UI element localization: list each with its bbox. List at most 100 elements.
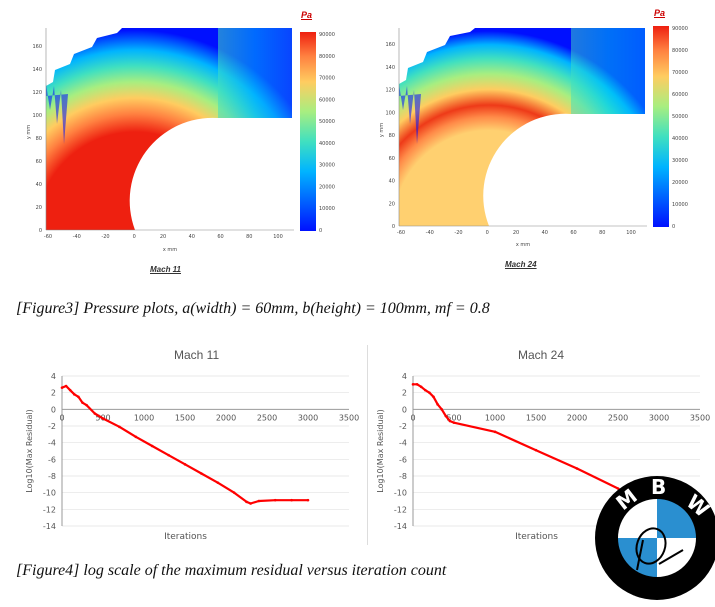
colorbar-tick-label: 0	[319, 228, 322, 234]
data-point	[245, 500, 248, 504]
colorbar-tick-label: 10000	[319, 206, 335, 212]
colorbar-tick-label: 20000	[672, 180, 688, 186]
colorbar-ticks-mach11: 0 10000 20000 30000 40000 50000 60000 70000 8000…	[319, 32, 335, 234]
chart-title-mach24: Mach 24	[518, 348, 565, 362]
data-point	[257, 499, 261, 503]
colorbar-tick-label: 20000	[319, 184, 335, 190]
chart-divider	[367, 345, 368, 545]
data-point	[290, 498, 293, 502]
x-tick-label: -20	[101, 234, 109, 240]
y-axis-label: Log10(Max Residual)	[25, 409, 34, 493]
y-tick-label: 4	[402, 372, 407, 381]
colorbar-tick-label: 50000	[319, 119, 335, 125]
colorbar-tick-label: 0	[672, 224, 675, 230]
y-tick-label: 20	[36, 205, 42, 211]
data-point	[616, 487, 620, 490]
figure3-caption: [Figure3] Pressure plots, a(width) = 60m…	[16, 300, 490, 317]
y-tick-label: 160	[32, 44, 42, 50]
data-point	[424, 388, 427, 392]
data-point	[77, 395, 80, 399]
y-tick-label: -12	[43, 505, 56, 514]
data-point	[306, 498, 310, 502]
y-axis-label-mach24: y mm	[379, 123, 385, 137]
data-point	[200, 472, 203, 475]
data-point	[432, 395, 435, 399]
y-tick-label: 60	[36, 159, 42, 165]
colorbar-tick-label: 80000	[319, 54, 335, 60]
y-tick-label: -4	[399, 439, 407, 448]
y-tick-label: 140	[385, 65, 395, 71]
figure4-caption: [Figure4] log scale of the maximum resid…	[16, 562, 447, 579]
x-tick-label: 1000	[485, 413, 505, 422]
chart-svg-mach24: 420-2-4-6-8-10-12-140 500 1000 1500 2000 2500…	[376, 372, 710, 542]
colorbar-tick-label: 40000	[319, 141, 335, 147]
data-point	[134, 435, 138, 439]
y-tick-label: 160	[385, 42, 395, 48]
x-tick-label: 0	[59, 413, 64, 422]
x-tick-label: 0	[410, 413, 415, 422]
data-point	[167, 453, 170, 457]
data-point	[183, 463, 187, 466]
colorbar-tick-label: 30000	[672, 158, 688, 164]
x-tick-label: 60	[217, 234, 223, 240]
data-point	[440, 408, 443, 411]
contour-svg-mach24: -60 -40 -20 0 20 40 60 80 100 0 20 40 60 80 100 120 140…	[379, 26, 688, 248]
colorbar-tick-label: 90000	[672, 26, 688, 32]
data-point	[150, 444, 154, 448]
colorbar-tick-label: 80000	[672, 48, 688, 54]
plot-label-mach24: Mach 24	[505, 260, 537, 269]
x-tick-label: 100	[273, 234, 283, 240]
x-tick-label: 3000	[649, 413, 669, 422]
x-tick-label: 80	[599, 230, 605, 236]
y-tick-label: -12	[394, 505, 407, 514]
x-tick-label: -60	[397, 230, 405, 236]
x-tick-label: 100	[626, 230, 636, 236]
data-point	[85, 403, 88, 407]
y-tick-label: -14	[43, 522, 56, 531]
y-tick-label: -14	[394, 522, 407, 531]
x-tick-label: 1000	[134, 413, 154, 422]
x-tick-label: 0	[133, 234, 136, 240]
x-tick-label: 3500	[690, 413, 710, 422]
x-tick-label: 2500	[257, 413, 277, 422]
y-tick-label: -6	[399, 455, 407, 464]
data-point	[419, 385, 423, 389]
colorbar-tick-label: 50000	[672, 114, 688, 120]
data-point	[415, 383, 419, 386]
x-axis-label-mach11: x mm	[163, 247, 177, 253]
mbw-logo: M B W	[593, 474, 715, 602]
y-tick-label: 0	[392, 224, 395, 230]
pressure-plot-mach24: -60 -40 -20 0 20 40 60 80 100 0 20 40 60 80 100 120 140…	[375, 8, 705, 274]
contour-svg-mach11: -60 -40 -20 0 20 40 60 80 100 0 20 40 60 80 100 120 140…	[26, 28, 335, 253]
x-tick-label: 2500	[608, 413, 628, 422]
y-tick-label: 40	[36, 182, 42, 188]
x-tick-label: 3500	[339, 413, 359, 422]
y-tick-label: 40	[389, 179, 395, 185]
y-tick-label: 0	[51, 405, 56, 414]
y-tick-label: 140	[32, 67, 42, 73]
y-tick-label: 0	[402, 405, 407, 414]
y-tick-label: 80	[36, 136, 42, 142]
data-point	[81, 401, 84, 404]
y-tick-label: -2	[399, 422, 407, 431]
y-tick-label: 0	[39, 228, 42, 234]
colorbar-unit-mach11: Pa	[301, 10, 313, 20]
x-tick-label: 40	[542, 230, 548, 236]
data-point	[452, 421, 456, 424]
y-axis-label: Log10(Max Residual)	[376, 409, 385, 493]
colorbar-tick-label: 40000	[672, 136, 688, 142]
data-point	[101, 417, 105, 420]
y-tick-label: -6	[48, 455, 56, 464]
colorbar-tick-label: 70000	[672, 70, 688, 76]
x-tick-label: 1500	[526, 413, 546, 422]
colorbar-tick-label: 90000	[319, 32, 335, 38]
y-tick-label: -8	[48, 472, 56, 481]
colorbar-ticks-mach24: 0 10000 20000 30000 40000 50000 60000 70000 8000…	[672, 26, 688, 230]
y-tick-label: -10	[43, 489, 56, 498]
x-tick-label: 80	[246, 234, 252, 240]
data-point	[448, 419, 452, 423]
y-tick-label: 20	[389, 201, 395, 207]
y-tick-label: 100	[32, 113, 42, 119]
pressure-plot-mach11: -60 -40 -20 0 20 40 60 80 100 0 20 40 60 80 100 120 140…	[22, 10, 352, 274]
y-tick-label: 2	[51, 389, 56, 398]
